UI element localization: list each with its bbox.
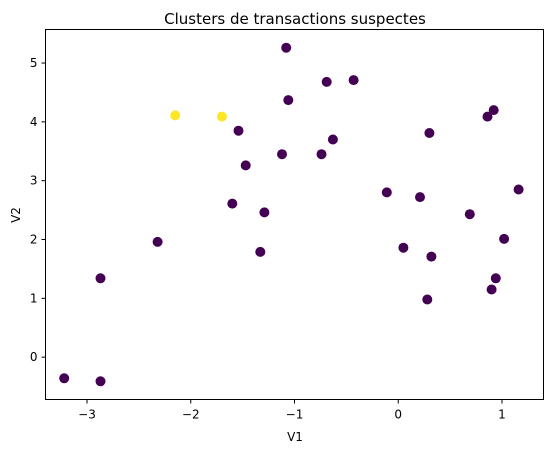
data-point: [59, 373, 70, 384]
x-tick-label: 1: [498, 408, 506, 422]
y-tick-label: 4: [30, 115, 38, 129]
data-point: [152, 236, 163, 247]
data-point: [381, 187, 392, 198]
data-point: [499, 233, 510, 244]
data-point: [259, 207, 270, 218]
data-point: [95, 376, 106, 387]
chart-title: Clusters de transactions suspectes: [164, 10, 426, 28]
data-point: [316, 149, 327, 160]
data-point: [426, 251, 437, 262]
data-point: [95, 273, 106, 284]
x-axis-label: V1: [287, 430, 303, 444]
x-tick-label: 0: [394, 408, 402, 422]
data-point: [216, 111, 227, 122]
data-point: [513, 184, 524, 195]
x-tick-label: −2: [182, 408, 200, 422]
data-point: [486, 284, 497, 295]
data-point: [490, 273, 501, 284]
data-point: [398, 242, 409, 253]
data-point: [482, 111, 493, 122]
data-point: [424, 128, 435, 138]
y-tick-label: 1: [30, 291, 38, 305]
data-point: [281, 42, 292, 53]
data-point: [464, 209, 475, 220]
data-point: [422, 294, 433, 305]
data-point: [255, 246, 266, 257]
data-point: [283, 95, 294, 106]
data-point: [233, 125, 244, 136]
points-layer: [59, 42, 524, 387]
x-axis: −3 −2 −1 0 1: [78, 399, 506, 422]
data-point: [227, 198, 238, 209]
y-axis-label: V2: [9, 207, 23, 223]
y-axis: 0 1 2 3 4 5: [30, 56, 46, 364]
y-tick-label: 5: [30, 56, 38, 70]
x-tick-label: −3: [78, 408, 96, 422]
data-point: [415, 192, 425, 203]
y-tick-label: 2: [30, 233, 38, 247]
y-tick-label: 0: [30, 350, 38, 364]
data-point: [348, 75, 359, 86]
data-point: [277, 149, 287, 160]
data-point: [170, 110, 181, 121]
data-point: [327, 134, 338, 145]
x-tick-label: −1: [286, 408, 304, 422]
data-point: [240, 160, 251, 171]
y-tick-label: 3: [30, 174, 38, 188]
data-point: [488, 105, 499, 116]
data-point: [321, 76, 332, 87]
